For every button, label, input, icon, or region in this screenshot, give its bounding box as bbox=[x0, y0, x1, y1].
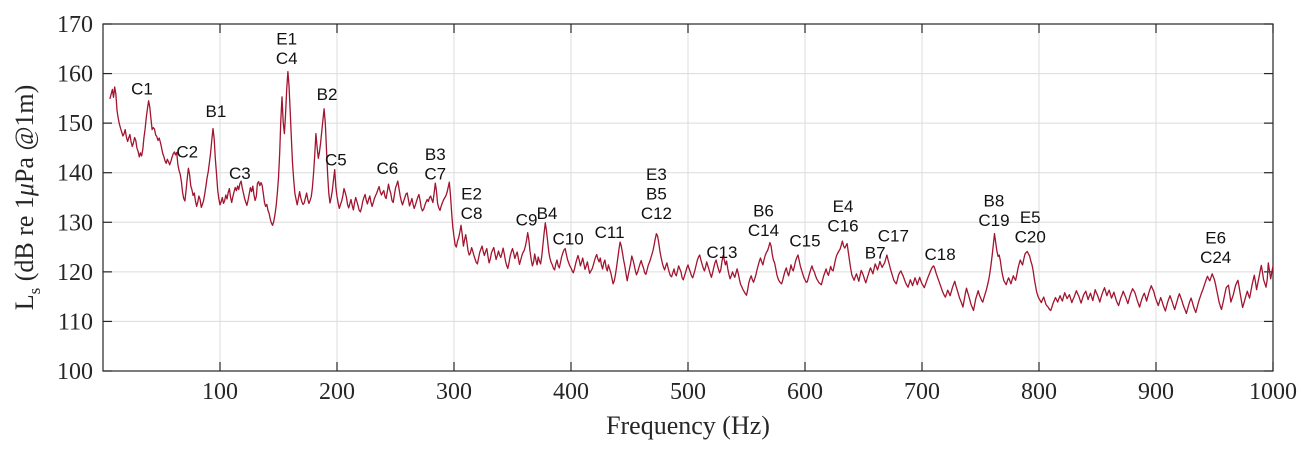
peak-label: C20 bbox=[1015, 227, 1046, 246]
y-tick-label: 170 bbox=[57, 12, 93, 38]
x-tick-label: 500 bbox=[670, 379, 706, 405]
y-tick-label: 140 bbox=[57, 161, 93, 187]
peak-label: C17 bbox=[878, 227, 909, 246]
peak-label: C15 bbox=[789, 232, 820, 251]
x-tick-label: 800 bbox=[1021, 379, 1057, 405]
peak-label: E6 bbox=[1205, 229, 1226, 248]
x-tick-label: 300 bbox=[436, 379, 472, 405]
peak-label: C24 bbox=[1200, 248, 1231, 267]
y-tick-label: 100 bbox=[57, 359, 93, 385]
peak-label: C5 bbox=[325, 150, 347, 169]
peak-label: C16 bbox=[827, 216, 858, 235]
y-tick-label: 150 bbox=[57, 111, 93, 137]
y-tick-labels: 100 110 120 130 140 150 160 170 bbox=[57, 12, 93, 385]
peak-label: C11 bbox=[595, 223, 625, 242]
y-tick-label: 160 bbox=[57, 62, 93, 88]
peak-label: C14 bbox=[748, 221, 779, 240]
y-tick-label: 130 bbox=[57, 210, 93, 236]
peak-label: B8 bbox=[984, 191, 1005, 210]
x-tick-label: 200 bbox=[319, 379, 355, 405]
peak-label: C19 bbox=[978, 211, 1009, 230]
x-axis-label: Frequency (Hz) bbox=[606, 411, 770, 440]
y-tick-label: 120 bbox=[57, 260, 93, 286]
peak-label: C13 bbox=[706, 243, 737, 262]
x-tick-label: 900 bbox=[1138, 379, 1174, 405]
peak-label: B6 bbox=[753, 201, 774, 220]
peak-label: C8 bbox=[461, 204, 483, 223]
peak-label: C1 bbox=[131, 79, 153, 98]
peak-label: C3 bbox=[229, 164, 251, 183]
peak-label: E1 bbox=[276, 29, 297, 48]
axes-box bbox=[102, 23, 1274, 372]
peak-label: B4 bbox=[537, 204, 558, 223]
x-tick-label: 700 bbox=[904, 379, 940, 405]
peak-label: E3 bbox=[646, 165, 667, 184]
peak-label: E2 bbox=[461, 185, 482, 204]
spectrum-trace bbox=[109, 70, 1274, 315]
peak-label: E5 bbox=[1020, 208, 1041, 227]
y-tick-label: 110 bbox=[58, 309, 93, 335]
peak-label: C7 bbox=[424, 164, 446, 183]
peak-label: C10 bbox=[552, 230, 583, 249]
peak-label: C9 bbox=[516, 210, 538, 229]
x-tick-label: 100 bbox=[202, 379, 238, 405]
peak-label: B7 bbox=[865, 244, 886, 263]
grid-lines bbox=[103, 23, 1274, 372]
peak-label: C18 bbox=[925, 245, 956, 264]
peak-label: B3 bbox=[425, 145, 446, 164]
peak-label: C6 bbox=[376, 159, 398, 178]
y-axis-label: Ls (dB re 1μPa @1m) bbox=[10, 85, 44, 311]
x-tick-label: 600 bbox=[787, 379, 823, 405]
x-tick-label: 1000 bbox=[1249, 379, 1297, 405]
x-tick-label: 400 bbox=[553, 379, 589, 405]
peak-label: C2 bbox=[176, 142, 198, 161]
peak-label: B5 bbox=[646, 185, 667, 204]
peak-label: E4 bbox=[833, 197, 854, 216]
peak-label: C4 bbox=[276, 49, 298, 68]
peak-label: B1 bbox=[206, 102, 227, 121]
peak-label: B2 bbox=[317, 85, 338, 104]
peak-label: C12 bbox=[641, 204, 672, 223]
x-tick-labels: 100 200 300 400 500 600 700 800 900 1000 bbox=[202, 379, 1297, 405]
